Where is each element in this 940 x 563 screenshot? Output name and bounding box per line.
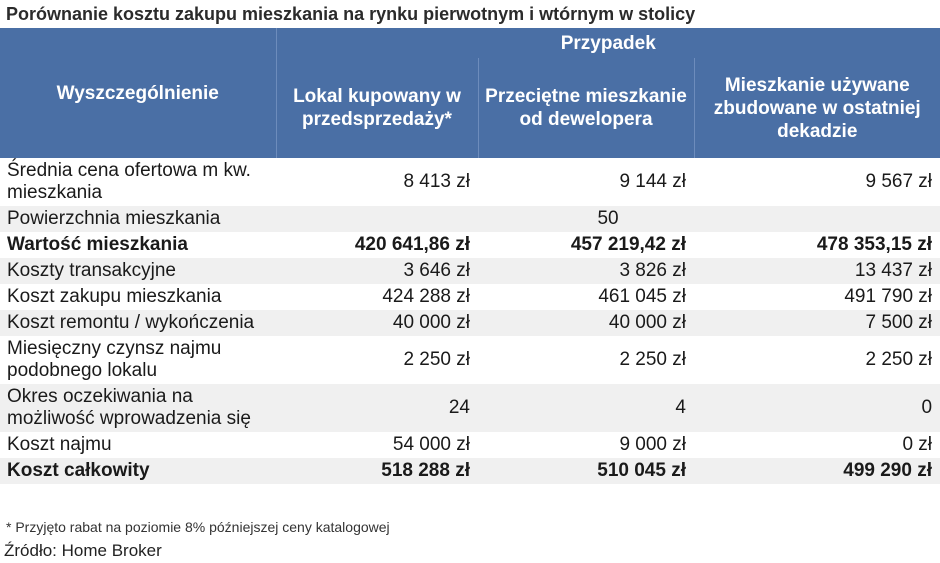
table-row: Powierzchnia mieszkania 50 [0, 206, 940, 232]
row-label: Wartość mieszkania [7, 234, 188, 255]
group-header: Przypadek [276, 28, 940, 58]
row-value: 24 [276, 384, 478, 432]
row-value: 3 826 zł [478, 258, 694, 284]
row-value: 420 641,86 zł [354, 234, 470, 255]
row-value: 499 290 zł [694, 458, 940, 484]
row-value: 3 646 zł [276, 258, 478, 284]
row-value: 2 250 zł [619, 349, 686, 370]
footnote: * Przyjęto rabat na poziomie 8% późniejs… [6, 519, 390, 535]
row-label: Koszt całkowity [0, 458, 276, 484]
row-label: Koszt najmu [7, 434, 112, 455]
row-value: 457 219,42 zł [570, 234, 686, 255]
row-value: 40 000 zł [478, 310, 694, 336]
row-label: Koszty transakcyjne [0, 258, 276, 284]
page-title: Porównanie kosztu zakupu mieszkania na r… [6, 4, 696, 24]
row-label: Powierzchnia mieszkania [0, 206, 276, 232]
row-value: 2 250 zł [403, 349, 470, 370]
row-value: 518 288 zł [276, 458, 478, 484]
table-row: Średnia cena ofertowa m kw. mieszkania 8 … [0, 158, 940, 206]
column-header-presale: Lokal kupowany w przedsprzedaży* [276, 58, 479, 158]
table-row: Koszt remontu / wykończenia 40 000 zł 40 0… [0, 310, 940, 336]
row-label: Koszt zakupu mieszkania [7, 286, 222, 307]
row-value: 510 045 zł [478, 458, 694, 484]
source-note: Źródło: Home Broker [4, 541, 162, 560]
row-value: 424 288 zł [382, 286, 470, 307]
row-value: 491 790 zł [844, 286, 933, 307]
row-label: Miesięczny czynsz najmu podobnego lokalu [7, 338, 222, 381]
row-value: 4 [478, 384, 694, 432]
table-header: Wyszczególnienie Przypadek Lokal kupowan… [0, 28, 940, 158]
row-value: 7 500 zł [694, 310, 940, 336]
column-header-used: Mieszkanie używane zbudowane w ostatniej… [694, 58, 940, 158]
table-row: Okres oczekiwania na możliwość wprowadze… [0, 384, 940, 432]
row-value: 0 [694, 384, 940, 432]
row-value: 9 144 zł [619, 171, 686, 192]
table-row: Miesięczny czynsz najmu podobnego lokalu… [0, 336, 940, 384]
row-value-merged: 50 [276, 206, 940, 232]
table-row: Wartość mieszkania 420 641,86 zł 457 219,4… [0, 232, 940, 258]
table-row: Koszty transakcyjne 3 646 zł 3 826 zł 13 43… [0, 258, 940, 284]
row-value: 40 000 zł [276, 310, 478, 336]
comparison-table: Wyszczególnienie Przypadek Lokal kupowan… [0, 28, 940, 484]
row-value: 9 567 zł [865, 171, 933, 192]
row-label: Okres oczekiwania na możliwość wprowadze… [0, 384, 276, 432]
column-header-developer: Przeciętne mieszkanie od dewelopera [478, 58, 695, 158]
table-row: Koszt najmu 54 000 zł 9 000 zł 0 zł [0, 432, 940, 458]
row-label: Koszt remontu / wykończenia [0, 310, 276, 336]
desc-header: Wyszczególnienie [0, 28, 277, 158]
row-value: 54 000 zł [392, 434, 470, 455]
row-value: 478 353,15 zł [816, 234, 933, 255]
row-value: 9 000 zł [619, 434, 686, 455]
table-row: Koszt całkowity 518 288 zł 510 045 zł 499 2… [0, 458, 940, 484]
row-value: 0 zł [902, 434, 933, 455]
row-value: 13 437 zł [694, 258, 940, 284]
row-value: 461 045 zł [598, 286, 686, 307]
row-label: Średnia cena ofertowa m kw. mieszkania [7, 160, 251, 203]
row-value: 2 250 zł [865, 349, 933, 370]
table-row: Koszt zakupu mieszkania 424 288 zł 461 045… [0, 284, 940, 310]
table-body: Średnia cena ofertowa m kw. mieszkania 8 … [0, 158, 940, 484]
row-value: 8 413 zł [403, 171, 470, 192]
